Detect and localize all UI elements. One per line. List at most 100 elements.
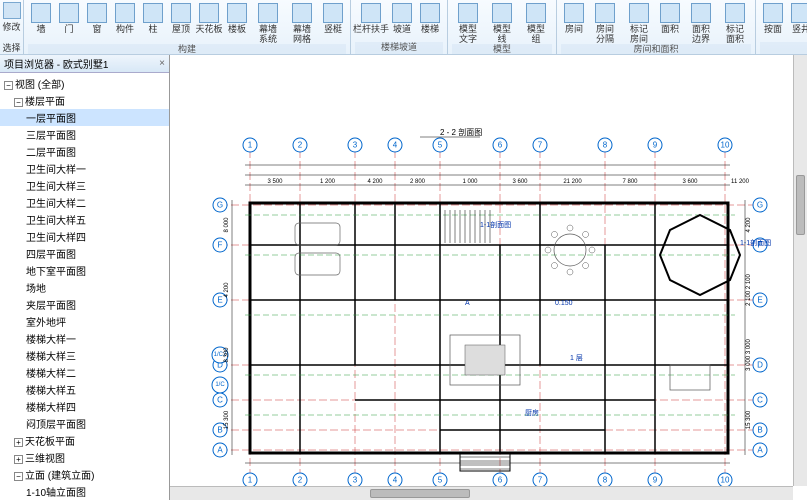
- tree-node[interactable]: 一层平面图: [0, 109, 169, 126]
- shaft-button[interactable]: 竖井: [788, 2, 807, 42]
- vertical-scrollbar[interactable]: [793, 55, 807, 486]
- button-label: 按面: [764, 24, 782, 34]
- svg-text:1 层: 1 层: [570, 354, 583, 362]
- tree-node-label: 三维视图: [25, 454, 65, 465]
- tree-toggle-icon[interactable]: −: [14, 472, 23, 481]
- tree-node-label: 地下室平面图: [26, 267, 86, 278]
- svg-text:1 200: 1 200: [320, 179, 336, 185]
- curtain-sys-button[interactable]: 幕墙系统: [252, 2, 284, 44]
- modify-icon[interactable]: [3, 2, 21, 19]
- railing-icon: [361, 3, 381, 23]
- tree-node[interactable]: 1-10轴立面图: [0, 483, 169, 500]
- ramp-button[interactable]: 坡道: [389, 2, 415, 42]
- tree-node-label: 卫生间大样五: [26, 216, 86, 227]
- tree-node[interactable]: −楼层平面: [0, 92, 169, 109]
- svg-text:6: 6: [498, 141, 503, 150]
- tree-node-label: 卫生间大样三: [26, 182, 86, 193]
- svg-text:3 600: 3 600: [682, 179, 698, 185]
- roof-button[interactable]: 屋顶: [168, 2, 194, 44]
- ribbon-group-楼梯坡道: 栏杆扶手坡道楼梯楼梯坡道: [351, 0, 448, 54]
- room-tag-button[interactable]: 标记房间: [623, 2, 655, 44]
- svg-text:21 200: 21 200: [563, 179, 582, 185]
- button-label: 房间分隔: [596, 24, 614, 44]
- ceiling-button[interactable]: 天花板: [196, 2, 222, 44]
- svg-text:4 200: 4 200: [367, 179, 383, 185]
- model-line-button[interactable]: 模型线: [486, 2, 518, 44]
- tree-node[interactable]: 闷顶层平面图: [0, 415, 169, 432]
- tree-node[interactable]: 地下室平面图: [0, 262, 169, 279]
- horizontal-scrollbar[interactable]: [170, 486, 793, 500]
- tree-node[interactable]: 楼梯大样一: [0, 330, 169, 347]
- area-tag-button[interactable]: 标记面积: [719, 2, 751, 44]
- floor-button[interactable]: 楼板: [224, 2, 250, 44]
- tree-toggle-icon[interactable]: +: [14, 438, 23, 447]
- curtain-grid-button[interactable]: 幕墙网格: [286, 2, 318, 44]
- model-text-button[interactable]: 模型文字: [452, 2, 484, 44]
- column-icon: [143, 3, 163, 23]
- tree-node[interactable]: 楼梯大样二: [0, 364, 169, 381]
- svg-text:15 300: 15 300: [224, 410, 230, 429]
- svg-text:2 800: 2 800: [410, 179, 426, 185]
- mullion-button[interactable]: 竖梃: [320, 2, 346, 44]
- modify-label: 修改: [2, 20, 20, 33]
- window-button[interactable]: 窗: [84, 2, 110, 44]
- tree-node[interactable]: 夹层平面图: [0, 296, 169, 313]
- ribbon-group-构建: 墙门窗构件柱屋顶天花板楼板幕墙系统幕墙网格竖梃构建: [24, 0, 351, 54]
- room-sep-button[interactable]: 房间分隔: [589, 2, 621, 44]
- svg-text:9: 9: [653, 476, 658, 485]
- column-button[interactable]: 柱: [140, 2, 166, 44]
- tree-node[interactable]: 楼梯大样三: [0, 347, 169, 364]
- tree-node[interactable]: 室外地坪: [0, 313, 169, 330]
- tree-node[interactable]: 三层平面图: [0, 126, 169, 143]
- svg-text:7: 7: [538, 476, 543, 485]
- by-face-button[interactable]: 按面: [760, 2, 786, 42]
- svg-text:B: B: [217, 426, 222, 435]
- area-button[interactable]: 面积: [657, 2, 683, 44]
- wall-button[interactable]: 墙: [28, 2, 54, 44]
- tree-node[interactable]: 卫生间大样二: [0, 194, 169, 211]
- group-label: 模型: [452, 44, 552, 54]
- svg-text:C: C: [757, 396, 763, 405]
- tree-node[interactable]: 卫生间大样五: [0, 211, 169, 228]
- door-button[interactable]: 门: [56, 2, 82, 44]
- svg-text:1: 1: [248, 141, 253, 150]
- tree-node[interactable]: 楼梯大样四: [0, 398, 169, 415]
- railing-button[interactable]: 栏杆扶手: [355, 2, 387, 42]
- roof-icon: [171, 3, 191, 23]
- scrollbar-thumb[interactable]: [796, 175, 805, 235]
- scrollbar-thumb[interactable]: [370, 489, 470, 498]
- tree-toggle-icon[interactable]: +: [14, 455, 23, 464]
- svg-text:4 200: 4 200: [746, 217, 752, 233]
- tree-node-label: 楼梯大样二: [26, 369, 76, 380]
- stair-button[interactable]: 楼梯: [417, 2, 443, 42]
- stair-icon: [420, 3, 440, 23]
- svg-text:8 300: 8 300: [224, 347, 230, 363]
- tree-node[interactable]: +天花板平面: [0, 432, 169, 449]
- svg-text:F: F: [218, 241, 223, 250]
- area-bound-button[interactable]: 面积边界: [685, 2, 717, 44]
- model-group-button[interactable]: 模型组: [520, 2, 552, 44]
- button-label: 模型线: [493, 24, 511, 44]
- tree-node[interactable]: 楼梯大样五: [0, 381, 169, 398]
- svg-text:1: 1: [248, 476, 253, 485]
- ribbon-group-洞口: 按面竖井墙垂直老虎窗洞口: [756, 0, 807, 54]
- button-label: 模型组: [527, 24, 545, 44]
- tree-toggle-icon[interactable]: −: [14, 98, 23, 107]
- tree-node[interactable]: 卫生间大样三: [0, 177, 169, 194]
- button-label: 竖井: [792, 24, 807, 34]
- drawing-canvas[interactable]: GGFFEEDDCCBBAA11223344556677889910101/C2…: [170, 55, 807, 500]
- tree-toggle-icon[interactable]: −: [4, 81, 13, 90]
- project-browser-tree[interactable]: −视图 (全部)−楼层平面一层平面图三层平面图二层平面图卫生间大样一卫生间大样三…: [0, 73, 169, 500]
- tree-node[interactable]: 二层平面图: [0, 143, 169, 160]
- tree-node[interactable]: −立面 (建筑立面): [0, 466, 169, 483]
- room-button[interactable]: 房间: [561, 2, 587, 44]
- tree-node[interactable]: −视图 (全部): [0, 75, 169, 92]
- svg-text:6: 6: [498, 476, 503, 485]
- component-button[interactable]: 构件: [112, 2, 138, 44]
- tree-node[interactable]: 卫生间大样四: [0, 228, 169, 245]
- close-icon[interactable]: ×: [159, 58, 165, 69]
- tree-node[interactable]: 场地: [0, 279, 169, 296]
- tree-node[interactable]: +三维视图: [0, 449, 169, 466]
- tree-node[interactable]: 四层平面图: [0, 245, 169, 262]
- tree-node[interactable]: 卫生间大样一: [0, 160, 169, 177]
